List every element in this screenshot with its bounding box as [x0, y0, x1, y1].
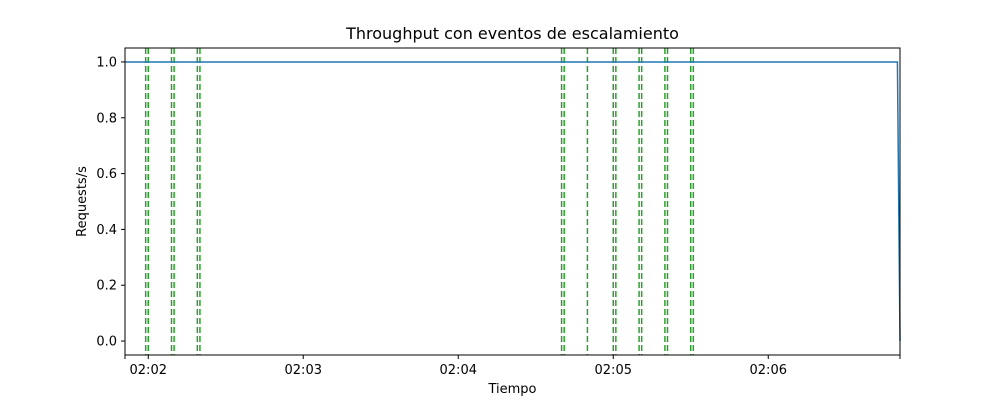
x-tick-label: 02:04 [440, 363, 477, 378]
series-lines [125, 61, 901, 342]
scaling-event-lines [144, 48, 695, 355]
y-tick-label: 0.6 [96, 167, 117, 182]
x-axis-label: Tiempo [487, 382, 536, 397]
y-tick-label: 0.2 [96, 279, 117, 294]
x-axis-ticks: 02:02 02:03 02:04 02:05 02:06 [124, 355, 901, 378]
x-tick-label: 02:05 [595, 363, 632, 378]
chart-title: Throughput con eventos de escalamiento [345, 24, 679, 43]
axes-frame [124, 47, 901, 356]
series-line [125, 61, 901, 342]
x-tick-label: 02:06 [750, 363, 787, 378]
y-tick-label: 0.4 [96, 223, 117, 238]
y-tick-label: 0.8 [96, 111, 117, 126]
x-tick-label: 02:03 [285, 363, 322, 378]
y-axis-label: Requests/s [75, 166, 90, 237]
x-tick-label: 02:02 [130, 363, 167, 378]
y-tick-label: 0.0 [96, 335, 117, 350]
y-axis-ticks: 0.0 0.2 0.4 0.6 0.8 1.0 [96, 55, 125, 350]
y-tick-label: 1.0 [96, 55, 117, 70]
